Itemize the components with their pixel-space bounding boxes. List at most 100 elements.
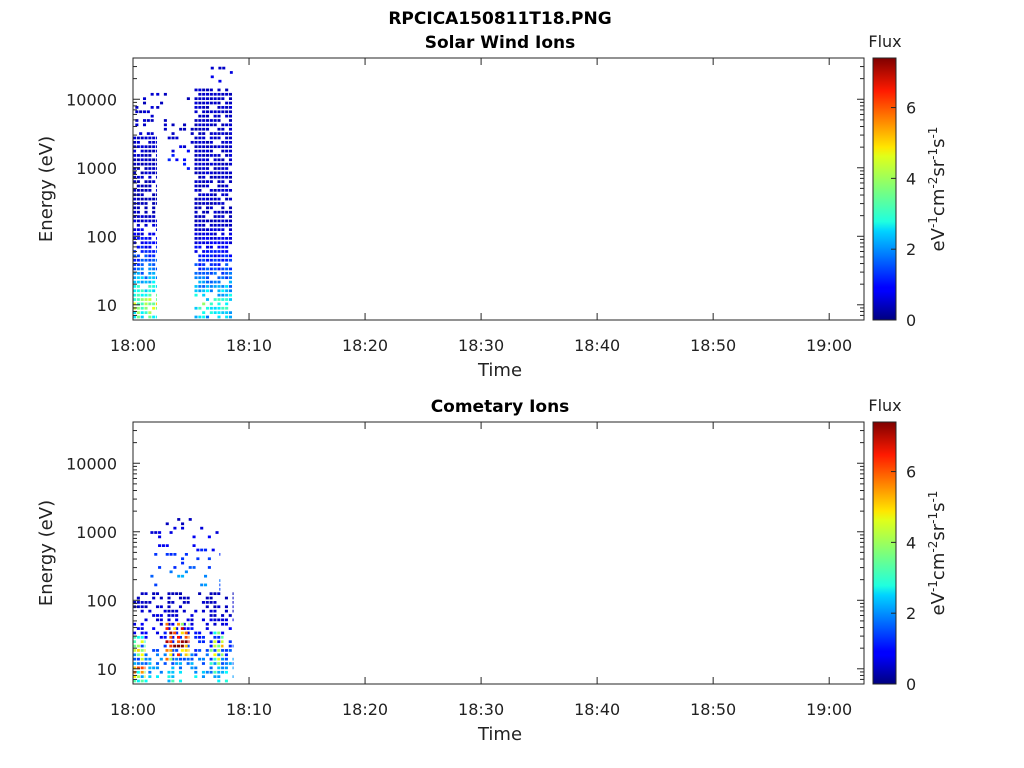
spectrogram-cell: [209, 614, 213, 617]
spectrogram-cell: [155, 167, 157, 170]
spectrogram-cell: [155, 202, 157, 205]
spectrogram-cell: [155, 189, 157, 192]
spectrogram-cell: [228, 123, 233, 127]
spectrogram-cell: [221, 289, 225, 293]
spectrogram-cell: [198, 271, 202, 275]
spectrogram-cell: [213, 649, 217, 652]
spectrogram-cell: [190, 618, 194, 622]
spectrogram-cell: [194, 635, 198, 639]
spectrogram-cell: [152, 285, 156, 288]
spectrogram-cell: [194, 210, 198, 214]
spectrogram-cell: [225, 110, 229, 114]
spectrogram-cell: [225, 285, 229, 288]
spectrogram-cell: [225, 162, 229, 166]
spectrogram-cell: [133, 263, 137, 266]
spectrogram-cell: [225, 315, 229, 319]
spectrogram-cell: [155, 666, 160, 670]
spectrogram-cell: [136, 263, 140, 266]
spectrogram-cell: [140, 267, 144, 271]
spectrogram-cell: [221, 662, 225, 665]
spectrogram-cell: [198, 145, 202, 149]
spectrogram-cell: [228, 140, 233, 144]
spectrogram-cell: [228, 232, 233, 236]
spectrogram-cell: [217, 219, 221, 223]
spectrogram-cell: [155, 162, 157, 166]
spectrogram-cell: [225, 237, 229, 240]
spectrogram-cell: [136, 302, 140, 306]
spectrogram-cell: [209, 219, 213, 223]
spectrogram-cell: [228, 298, 233, 301]
spectrogram-cell: [173, 644, 177, 648]
spectrogram-cell: [136, 197, 140, 201]
spectrogram-cell: [150, 132, 154, 135]
spectrogram-cell: [217, 136, 221, 140]
spectrogram-cell: [209, 149, 213, 153]
spectrogram-cell: [224, 618, 228, 622]
x-tick-label: 18:50: [690, 700, 736, 719]
spectrogram-cell: [148, 675, 152, 678]
spectrogram-cell: [155, 223, 157, 227]
spectrogram-cell: [219, 553, 221, 556]
spectrogram-cell: [133, 675, 137, 678]
spectrogram-cell: [136, 180, 140, 183]
spectrogram-cell: [175, 614, 179, 617]
spectrogram-cell: [217, 97, 221, 101]
spectrogram-cell: [144, 223, 148, 227]
spectrogram-cell: [205, 127, 210, 131]
spectrogram-cell: [186, 618, 190, 622]
spectrogram-cell: [155, 175, 157, 179]
spectrogram-cell: [171, 679, 175, 683]
spectrogram-cell: [155, 237, 157, 240]
spectrogram-cell: [136, 145, 140, 149]
spectrogram-cell: [198, 276, 202, 280]
spectrogram-cell: [221, 189, 225, 192]
spectrogram-cell: [213, 175, 217, 179]
spectrogram-cell: [133, 622, 137, 626]
spectrogram-cell: [155, 219, 157, 223]
spectrogram-cell: [221, 184, 225, 188]
spectrogram-cell: [140, 306, 144, 310]
spectrogram-cell: [136, 679, 140, 683]
spectrogram-cell: [202, 132, 206, 135]
spectrogram-cell: [213, 298, 217, 301]
spectrogram-cell: [196, 557, 200, 561]
spectrogram-cell: [182, 627, 186, 630]
spectrogram-cell: [188, 635, 190, 639]
spectrogram-cell: [205, 649, 209, 652]
spectrogram-cell: [186, 657, 190, 661]
spectrogram-cell: [150, 531, 154, 534]
spectrogram-cell: [202, 315, 206, 319]
spectrogram-cell: [136, 596, 140, 600]
spectrogram-cell: [194, 162, 198, 166]
spectrogram-cell: [225, 263, 229, 266]
spectrogram-cell: [161, 544, 165, 547]
spectrogram-cell: [217, 241, 221, 245]
spectrogram-cell: [205, 670, 209, 674]
spectrogram-cell: [144, 675, 146, 678]
spectrogram-cell: [217, 92, 221, 96]
spectrogram-cell: [213, 631, 217, 635]
spectrogram-cell: [167, 618, 171, 622]
spectrogram-cell: [194, 145, 198, 149]
spectrogram-cell: [148, 171, 152, 175]
spectrogram-cell: [178, 596, 183, 600]
spectrogram-cell: [221, 110, 225, 114]
spectrogram-cell: [140, 154, 144, 157]
spectrogram-cell: [194, 237, 198, 240]
spectrogram-cell: [140, 649, 144, 652]
spectrogram-cell: [140, 298, 144, 301]
spectrogram-cell: [209, 306, 213, 310]
spectrogram-cell: [209, 267, 213, 271]
spectrogram-cell: [221, 206, 225, 210]
x-axis-label: Time: [477, 360, 522, 381]
spectrogram-cell: [209, 175, 213, 179]
spectrogram-cell: [136, 258, 140, 262]
spectrogram-cell: [209, 289, 213, 293]
spectrogram-cell: [155, 675, 160, 678]
spectrogram-cell: [194, 110, 198, 114]
spectrogram-cell: [202, 149, 206, 153]
x-tick-label: 18:00: [110, 700, 156, 719]
spectrogram-cell: [202, 215, 206, 218]
spectrogram-cell: [209, 232, 213, 236]
spectrogram-cell: [159, 635, 163, 639]
